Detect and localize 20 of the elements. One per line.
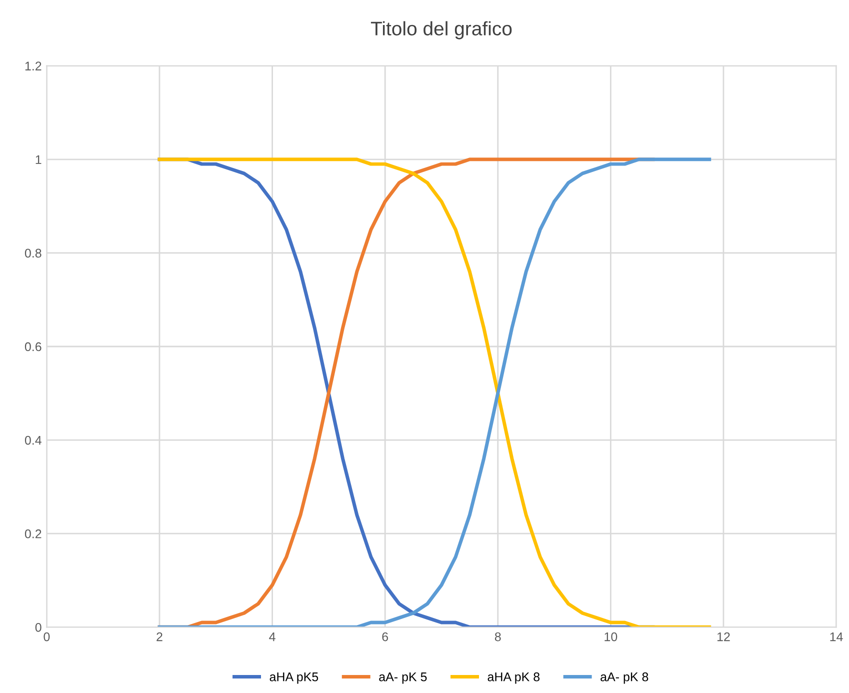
chart-title: Titolo del grafico <box>370 21 512 40</box>
y-tick-label: 0.2 <box>24 529 42 538</box>
x-tick-label: 2 <box>156 632 162 642</box>
y-tick-label: 0.4 <box>24 436 42 445</box>
x-tick-label: 8 <box>494 632 501 642</box>
x-tick-label: 10 <box>604 632 618 642</box>
x-tick-label: 14 <box>830 632 843 642</box>
y-tick-label: 1.2 <box>25 62 42 70</box>
legend-label: aA- pK 8 <box>600 672 648 684</box>
y-tick-label: 0.8 <box>24 248 42 258</box>
y-tick-label: 0 <box>35 622 42 632</box>
legend-label: aHA pK 8 <box>488 672 540 684</box>
x-tick-label: 12 <box>717 632 730 642</box>
x-tick-label: 6 <box>382 632 388 642</box>
x-tick-label: 4 <box>269 632 276 642</box>
legend-label: aA- pK 5 <box>379 672 427 684</box>
y-tick-label: 0.6 <box>24 342 42 352</box>
x-tick-label: 0 <box>44 632 50 642</box>
legend-label: aHA pK5 <box>270 672 318 684</box>
y-tick-label: 1 <box>36 155 42 164</box>
